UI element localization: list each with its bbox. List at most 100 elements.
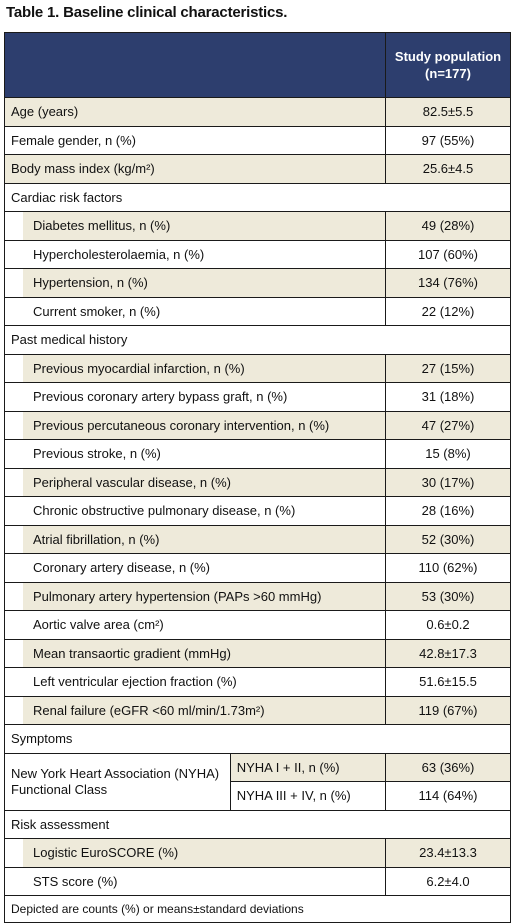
row-label: Current smoker, n (%) [23,296,386,326]
section-title: Symptoms [4,724,511,754]
row-label: STS score (%) [23,866,386,896]
indent-cell [4,268,23,298]
section-row-risk: Risk assessment [4,809,511,839]
row-value: 25.6±4.5 [385,154,511,184]
indent-cell [4,838,23,868]
table-row: Previous coronary artery bypass graft, n… [4,382,511,412]
row-label: Previous percutaneous coronary intervent… [23,410,386,440]
indent-cell [4,866,23,896]
indent-cell [4,353,23,383]
row-label: Chronic obstructive pulmonary disease, n… [23,496,386,526]
indent-cell [4,296,23,326]
table-row: Coronary artery disease, n (%) 110 (62%) [4,553,511,583]
row-value: 6.2±4.0 [385,866,511,896]
row-label: Coronary artery disease, n (%) [23,553,386,583]
header-study-population: Study population (n=177) [385,32,511,98]
row-value: 30 (17%) [385,467,511,497]
table-row: Previous percutaneous coronary intervent… [4,410,511,440]
table-row: Mean transaortic gradient (mmHg) 42.8±17.… [4,638,511,668]
section-title: Cardiac risk factors [4,182,511,212]
row-value: 107 (60%) [385,239,511,269]
row-label: NYHA I + II, n (%) [229,752,387,782]
footnote-row: Depicted are counts (%) or means±standar… [4,895,511,923]
nyha-label: New York Heart Association (NYHA) Functi… [4,752,231,811]
indent-cell [4,581,23,611]
indent-cell [4,410,23,440]
row-value: 82.5±5.5 [385,97,511,127]
table-row: Body mass index (kg/m²) 25.6±4.5 [4,154,511,184]
indent-cell [4,524,23,554]
indent-cell [4,496,23,526]
table-row: Left ventricular ejection fraction (%) 51… [4,667,511,697]
row-label: Body mass index (kg/m²) [4,154,386,184]
table-row: Previous myocardial infarction, n (%) 27 … [4,353,511,383]
row-label: Peripheral vascular disease, n (%) [23,467,386,497]
table-row: Atrial fibrillation, n (%) 52 (30%) [4,524,511,554]
row-label: Age (years) [4,97,386,127]
row-label: Left ventricular ejection fraction (%) [23,667,386,697]
row-label: Female gender, n (%) [4,125,386,155]
row-label: Renal failure (eGFR <60 ml/min/1.73m²) [23,695,386,725]
table-title: Table 1. Baseline clinical characteristi… [6,4,288,21]
row-value: 27 (15%) [385,353,511,383]
row-value: 134 (76%) [385,268,511,298]
row-value: 42.8±17.3 [385,638,511,668]
row-label: Diabetes mellitus, n (%) [23,211,386,241]
row-label: Previous coronary artery bypass graft, n… [23,382,386,412]
table-row: Previous stroke, n (%) 15 (8%) [4,439,511,469]
header-n-label: (n=177) [425,66,471,81]
section-row-symptoms: Symptoms [4,724,511,754]
indent-cell [4,638,23,668]
table-row: Age (years) 82.5±5.5 [4,97,511,127]
row-value: 0.6±0.2 [385,610,511,640]
row-value: 47 (27%) [385,410,511,440]
row-value: 23.4±13.3 [385,838,511,868]
indent-cell [4,695,23,725]
header-blank-cell [4,32,386,98]
indent-cell [4,211,23,241]
table-row: Renal failure (eGFR <60 ml/min/1.73m²) 11… [4,695,511,725]
row-label: Hypertension, n (%) [23,268,386,298]
table-row: Peripheral vascular disease, n (%) 30 (17… [4,467,511,497]
row-value: 28 (16%) [385,496,511,526]
row-label: Previous stroke, n (%) [23,439,386,469]
table-header-row: Study population (n=177) [4,32,511,98]
row-value: 15 (8%) [385,439,511,469]
table-row: Current smoker, n (%) 22 (12%) [4,296,511,326]
table-row: Aortic valve area (cm²) 0.6±0.2 [4,610,511,640]
row-value: 63 (36%) [385,752,511,782]
row-label: Pulmonary artery hypertension (PAPs >60 … [23,581,386,611]
section-title: Past medical history [4,325,511,355]
row-value: 52 (30%) [385,524,511,554]
table-row: New York Heart Association (NYHA) Functi… [4,752,511,811]
table-row: Chronic obstructive pulmonary disease, n… [4,496,511,526]
indent-cell [4,667,23,697]
row-value: 22 (12%) [385,296,511,326]
indent-cell [4,553,23,583]
row-label: Logistic EuroSCORE (%) [23,838,386,868]
indent-cell [4,382,23,412]
row-value: 119 (67%) [385,695,511,725]
row-label: Atrial fibrillation, n (%) [23,524,386,554]
baseline-table: Study population (n=177) Age (years) 82.… [4,32,511,923]
section-title: Risk assessment [4,809,511,839]
row-value: 114 (64%) [385,781,511,811]
row-label: NYHA III + IV, n (%) [229,781,387,811]
table-row: Diabetes mellitus, n (%) 49 (28%) [4,211,511,241]
table-row: Hypertension, n (%) 134 (76%) [4,268,511,298]
header-col-label: Study population [394,49,502,64]
row-value: 53 (30%) [385,581,511,611]
table-row: STS score (%) 6.2±4.0 [4,866,511,896]
row-label: Hypercholesterolaemia, n (%) [23,239,386,269]
table-row: Hypercholesterolaemia, n (%) 107 (60%) [4,239,511,269]
row-value: 31 (18%) [385,382,511,412]
indent-cell [4,467,23,497]
indent-cell [4,610,23,640]
row-label: Mean transaortic gradient (mmHg) [23,638,386,668]
footnote: Depicted are counts (%) or means±standar… [4,895,511,923]
table-row: Female gender, n (%) 97 (55%) [4,125,511,155]
row-label: Previous myocardial infarction, n (%) [23,353,386,383]
row-value: 51.6±15.5 [385,667,511,697]
section-row-history: Past medical history [4,325,511,355]
table-row: Logistic EuroSCORE (%) 23.4±13.3 [4,838,511,868]
